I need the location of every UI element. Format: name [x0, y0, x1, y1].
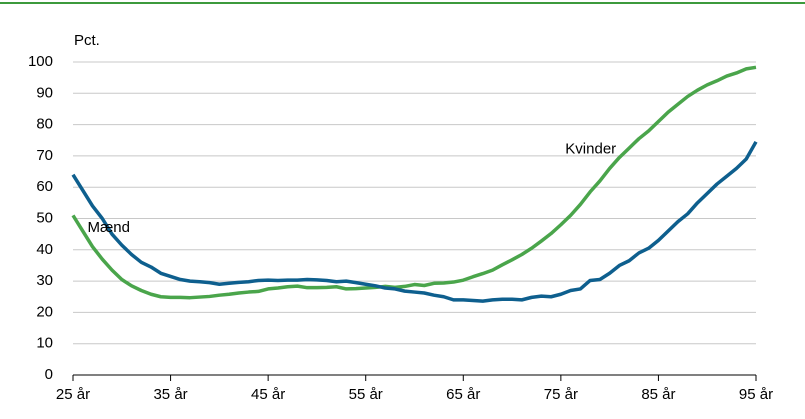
- y-tick-label: 30: [36, 272, 53, 289]
- x-tick-label: 95 år: [739, 386, 773, 403]
- line-series: [71, 140, 758, 303]
- x-tick-label: 35 år: [153, 386, 187, 403]
- y-tick-label: 40: [36, 241, 53, 258]
- x-tick-label: 75 år: [544, 386, 578, 403]
- y-tick-label: 100: [28, 53, 53, 70]
- y-tick-label: 90: [36, 84, 53, 101]
- x-tick-label: 25 år: [56, 386, 90, 403]
- y-tick-label: 0: [45, 366, 53, 383]
- line-series: [71, 65, 757, 300]
- y-axis-label: Pct.: [74, 32, 100, 49]
- y-tick-label: 10: [36, 335, 53, 352]
- y-tick-label: 20: [36, 303, 53, 320]
- series-label: Kvinder: [565, 141, 616, 158]
- series-label: Mænd: [87, 219, 130, 236]
- x-tick-label: 85 år: [641, 386, 675, 403]
- top-rule: [0, 2, 805, 4]
- x-tick-label: 65 år: [446, 386, 480, 403]
- y-tick-label: 60: [36, 178, 53, 195]
- y-tick-label: 50: [36, 209, 53, 226]
- y-tick-label: 70: [36, 147, 53, 164]
- x-tick-label: 55 år: [349, 386, 383, 403]
- x-tick-label: 45 år: [251, 386, 285, 403]
- y-tick-label: 80: [36, 116, 53, 133]
